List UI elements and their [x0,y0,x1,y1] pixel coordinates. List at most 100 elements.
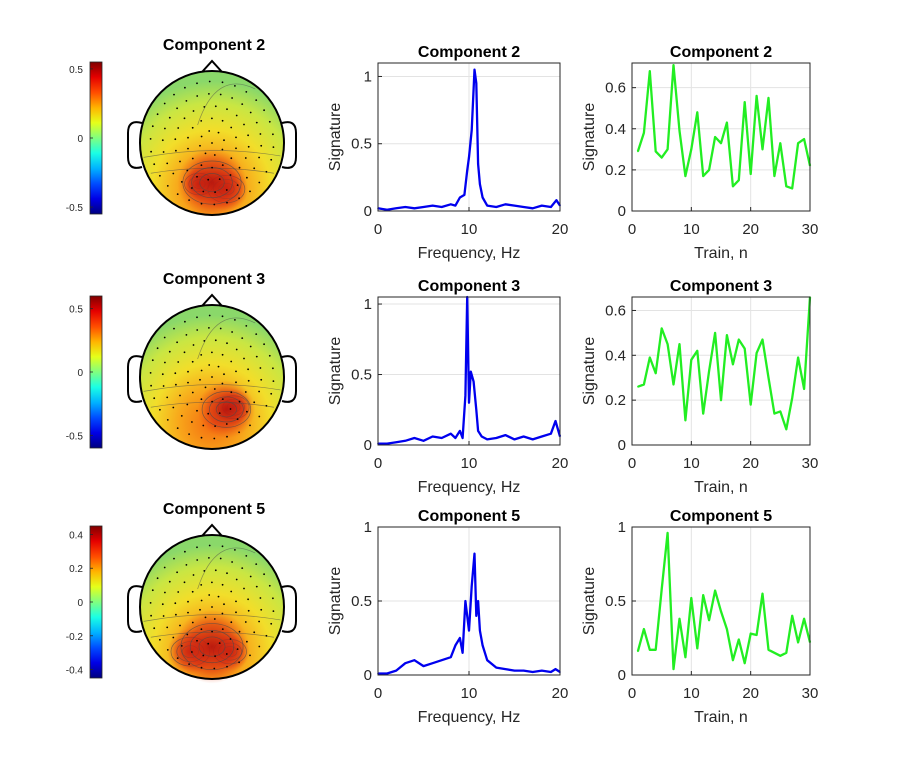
electrode-dot [200,398,203,401]
electrode-dot [221,119,224,122]
colorbar-tick-label: 0.4 [69,530,83,541]
electrode-dot [179,160,181,163]
electrode-dot [241,337,244,339]
y-tick-label: 1 [618,519,626,536]
y-tick-label: 0 [364,203,372,220]
train-chart: 0 10 20 30 0 0.5 1 Component 5 Train, n Signature [581,508,818,726]
train-data-point [678,618,681,620]
electrode-dot [265,170,268,173]
electrode-dot [225,189,228,191]
train-data-point [666,532,669,534]
electrode-dot [150,614,153,617]
train-data-point [684,656,687,658]
plot-title: Component 5 [418,508,520,525]
electrode-dot [191,421,193,423]
electrode-dot [217,595,220,598]
train-data-point [696,350,699,352]
train-data-point [654,649,657,651]
electrode-dot [247,368,250,371]
spectrum-data-point [395,207,398,210]
train-data-point [702,175,704,177]
electrode-dot [196,316,198,319]
electrode-dot [247,145,250,148]
train-data-point [732,363,734,366]
electrode-dot [255,585,258,588]
spectrum-data-point [454,204,457,207]
spectrum-data-point [495,437,498,439]
topo-title: Component 5 [163,501,265,518]
electrode-dot [166,162,169,165]
electrode-dot [183,351,186,354]
train-data-point [684,419,687,422]
electrode-dot [247,379,250,382]
train-data-point [672,64,675,66]
spectrum-data-point [395,669,398,672]
y-tick-label: 0 [618,203,626,220]
electrode-dot [187,381,189,384]
colorbar-tick-label: 0.5 [69,305,83,316]
electrode-dot [188,433,191,435]
electrode-dot [163,102,166,105]
electrode-dot [184,86,186,89]
x-axis-label: Frequency, Hz [418,245,521,262]
electrode-dot [253,167,256,170]
electrode-dot [180,645,183,647]
electrode-dot [226,201,228,204]
electrode-dot [238,431,241,434]
electrode-dot [149,372,152,374]
y-tick-label: 0.5 [605,593,626,610]
electrode-dot [200,164,203,167]
train-data-point [684,175,687,177]
spectrum-series-line [377,68,561,211]
spectrum-data-point [440,659,443,661]
spectrum-data-point [472,380,475,383]
topography-map: 0.5 0 -0.5 Component 3 [66,271,297,450]
electrode-dot [208,130,211,132]
electrode-dot [221,148,224,151]
train-data-point [797,142,799,144]
electrode-dot [185,564,188,566]
spectrum-data-point [481,644,484,647]
electrode-dot [219,327,222,330]
train-data-point [643,628,645,630]
colorbar-tick-label: 0.5 [69,65,83,76]
spectrum-data-point [495,666,498,669]
spectrum-data-point [454,437,457,439]
electrode-dot [191,126,194,129]
electrode-dot [221,583,224,586]
train-chart: 0 10 20 30 0 0.2 0.4 0.6 Component 3 Train, n Sign… [581,278,818,496]
spectrum-data-point [450,656,452,658]
train-series-line [636,531,812,671]
colorbar-tick-label: 0 [77,598,83,609]
spectrum-data-point [461,652,464,654]
spectrum-data-point [470,370,472,373]
electrode-dot [211,351,213,354]
right-ear [281,585,297,633]
electrode-dot [259,133,262,135]
spectrum-data-point [422,440,425,442]
electrode-dot [211,142,213,144]
electrode-dot [192,344,195,346]
electrode-dot [168,350,171,353]
electrode-dot [238,166,241,169]
electrode-dot [272,367,274,370]
train-data-point [649,70,651,72]
y-tick-label: 0 [364,667,372,684]
electrode-dot [258,181,261,184]
electrode-dot [223,603,225,606]
electrode-dot [258,415,261,418]
train-data-point [773,412,776,415]
electrode-dot [235,348,238,351]
electrode-dot [162,151,165,153]
electrode-dot [162,615,165,617]
electrode-dot [219,557,222,560]
electrode-dot [214,339,217,342]
train-data-point [755,352,758,354]
electrode-dot [163,336,166,339]
y-tick-label: 0.5 [351,136,372,153]
train-data-point [738,338,740,341]
spectrum-data-point [486,438,489,441]
electrode-dot [231,561,234,563]
electrode-dot [150,384,153,387]
